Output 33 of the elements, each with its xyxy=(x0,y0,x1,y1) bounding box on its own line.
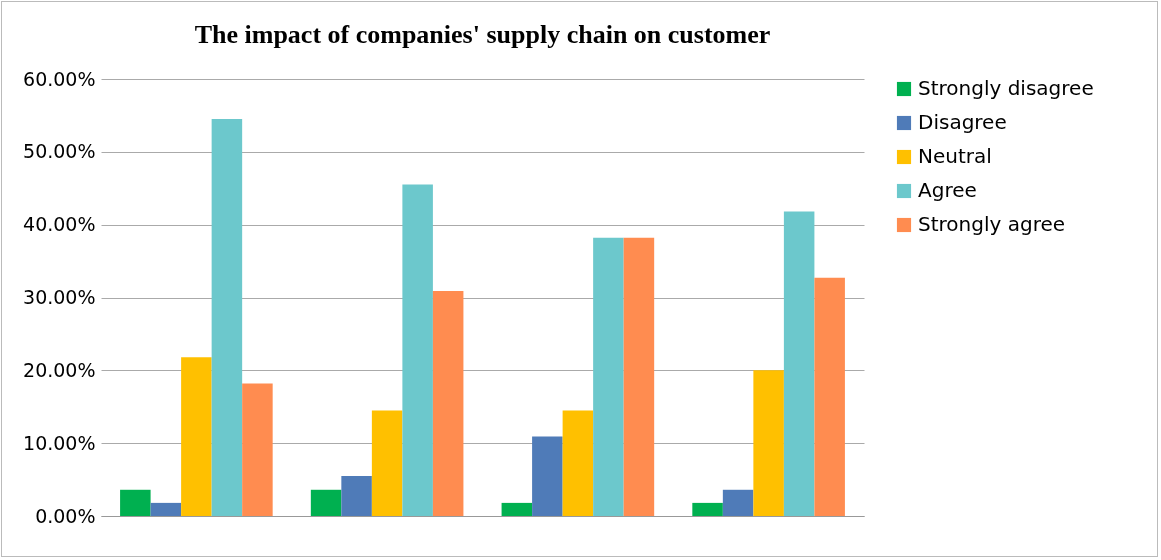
bar xyxy=(692,502,723,516)
bar xyxy=(310,489,342,516)
y-tick-label: 0.00% xyxy=(35,504,96,527)
bar xyxy=(593,237,624,516)
bar xyxy=(242,383,273,516)
legend-label: Neutral xyxy=(918,144,992,168)
y-tick-label: 60.00% xyxy=(23,67,96,90)
chart-title: The impact of companies' supply chain on customer xyxy=(194,20,771,49)
bar xyxy=(402,184,433,516)
bar xyxy=(814,277,845,516)
bar xyxy=(371,410,403,516)
y-tick-label: 20.00% xyxy=(23,358,96,381)
y-tick-label: 10.00% xyxy=(23,431,96,454)
bar xyxy=(562,410,594,516)
bar xyxy=(341,475,372,516)
y-tick-label: 40.00% xyxy=(23,213,96,236)
bar xyxy=(532,436,563,516)
bar xyxy=(150,502,182,516)
bar xyxy=(181,357,212,516)
bar xyxy=(501,502,533,516)
legend-label: Disagree xyxy=(918,110,1007,134)
bar xyxy=(211,119,243,516)
bar xyxy=(623,237,655,516)
legend-label: Strongly disagree xyxy=(918,76,1094,100)
bar xyxy=(120,489,151,516)
legend-label: Strongly agree xyxy=(918,212,1066,236)
legend-label: Agree xyxy=(918,178,977,202)
bar xyxy=(783,211,815,516)
y-tick-label: 50.00% xyxy=(23,140,96,163)
bar xyxy=(722,489,754,516)
y-tick-label: 30.00% xyxy=(23,286,96,308)
bar xyxy=(432,290,464,516)
bar xyxy=(753,370,784,516)
